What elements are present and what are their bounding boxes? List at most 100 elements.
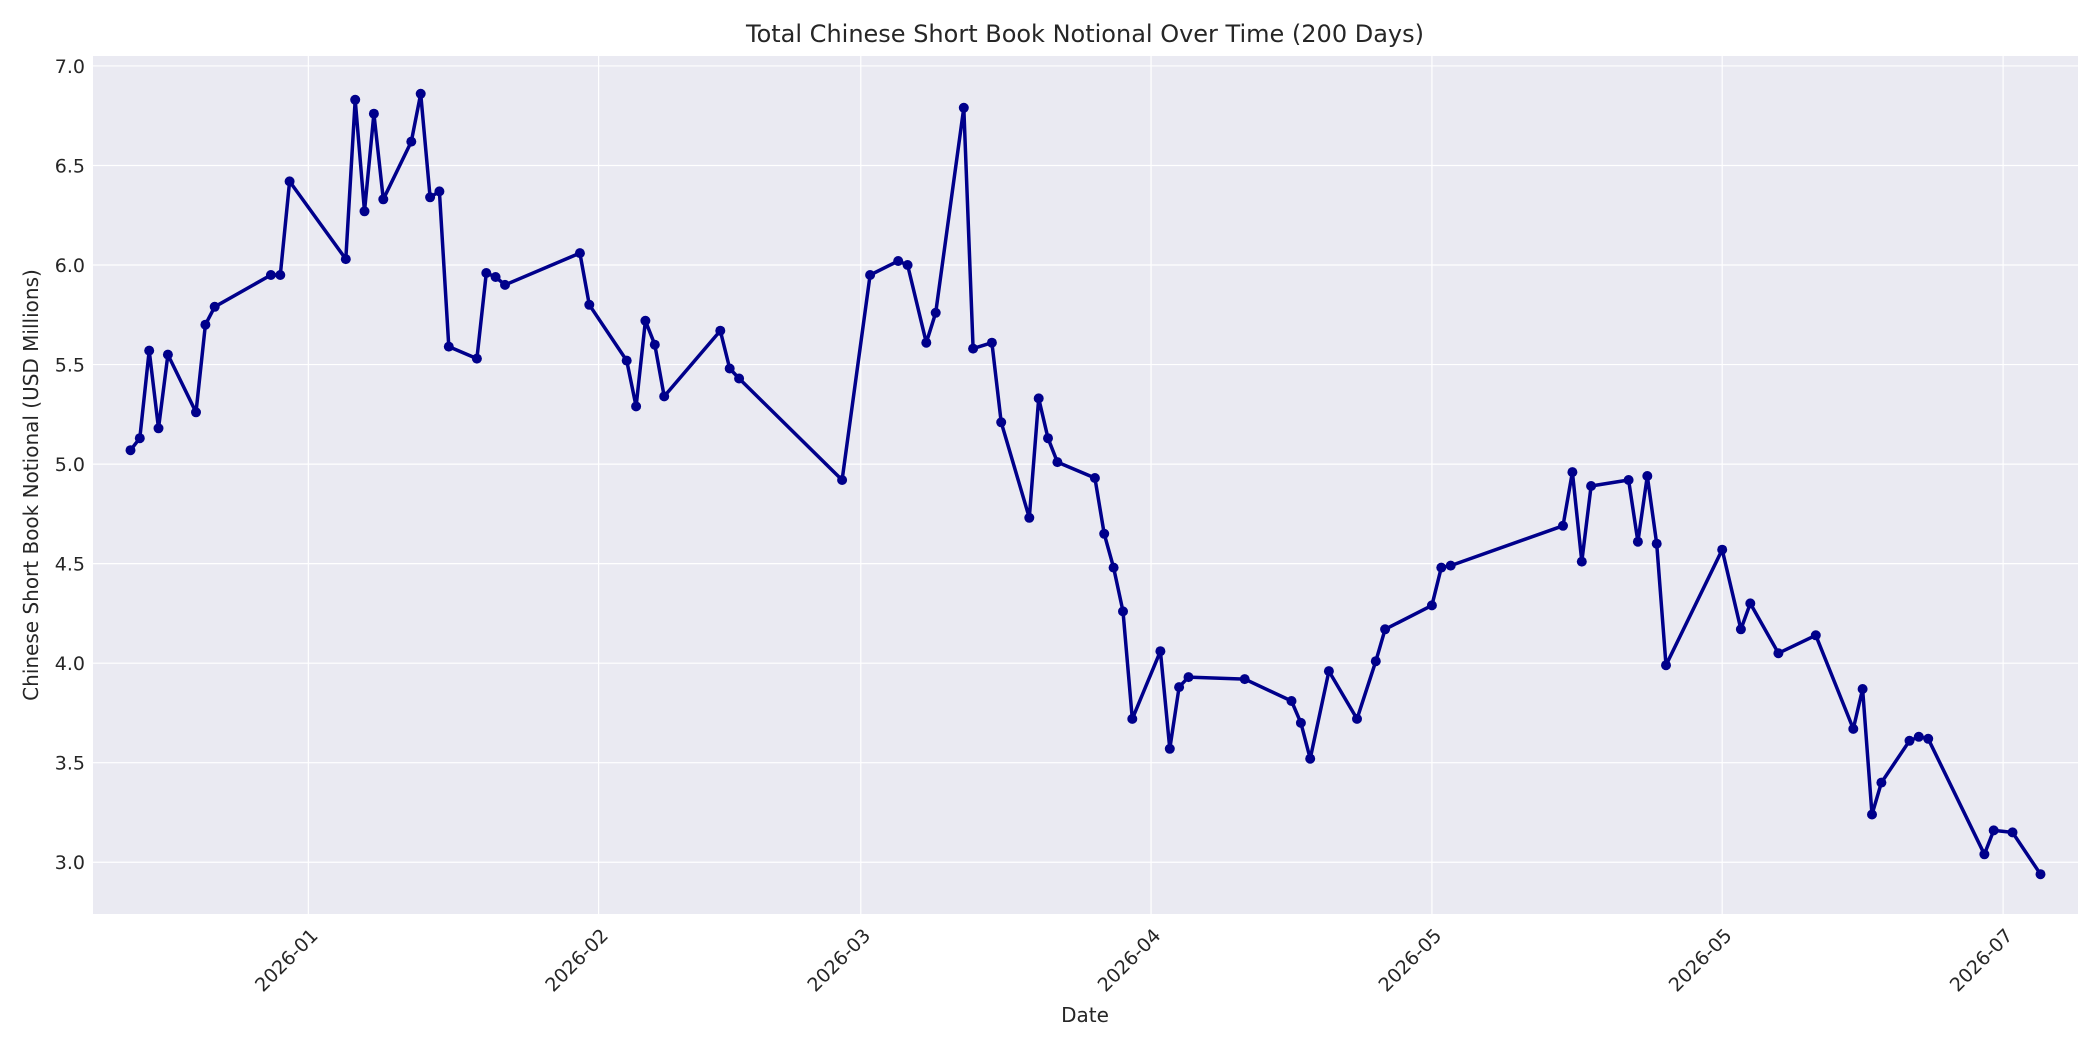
data-point — [1323, 666, 1334, 677]
data-point — [1108, 562, 1119, 573]
y-tick-label: 5.0 — [55, 454, 85, 476]
data-point — [1286, 696, 1297, 706]
data-point — [1118, 606, 1128, 617]
data-point — [1155, 646, 1166, 657]
data-point — [153, 423, 164, 434]
data-point — [1567, 467, 1578, 478]
data-point — [1651, 538, 1662, 549]
data-point — [1239, 674, 1250, 685]
y-tick-labels: 3.0 3.5 4.0 4.5 5.0 5.5 6.0 6.5 7.0 — [55, 56, 85, 874]
data-point — [368, 108, 379, 119]
data-point — [1745, 598, 1756, 609]
x-tick-label: 2026-02 — [541, 925, 613, 997]
data-point — [284, 176, 295, 187]
data-point — [1295, 717, 1306, 728]
data-point — [837, 475, 848, 485]
series-line — [129, 92, 2042, 876]
data-point — [1632, 536, 1643, 547]
x-tick-label: 2026-05 — [1665, 925, 1737, 997]
data-point — [1857, 684, 1868, 694]
data-point — [1370, 656, 1381, 667]
data-point — [265, 270, 276, 280]
data-point — [921, 337, 932, 348]
data-point — [1183, 672, 1194, 683]
data-point — [734, 373, 745, 384]
x-tick-label: 2026-01 — [251, 925, 323, 997]
y-tick-label: 6.0 — [55, 255, 85, 277]
data-point — [340, 254, 351, 265]
data-point — [1661, 660, 1671, 671]
data-point — [865, 270, 876, 280]
y-tick-label: 3.0 — [55, 852, 85, 874]
data-point — [1174, 682, 1185, 693]
data-point — [986, 337, 997, 348]
data-point-markers — [125, 88, 2046, 880]
x-tick-label: 2026-05 — [1375, 925, 1447, 997]
data-point — [359, 206, 370, 217]
data-point — [1052, 457, 1063, 468]
data-point — [144, 345, 155, 356]
data-point — [1043, 433, 1053, 444]
data-point — [1033, 393, 1044, 404]
data-point — [659, 391, 670, 402]
data-point — [1988, 825, 1999, 836]
data-point — [209, 301, 220, 312]
data-point — [1773, 648, 1784, 659]
data-point — [584, 299, 595, 310]
data-point — [1436, 562, 1447, 573]
data-point — [1426, 600, 1437, 611]
data-point — [1558, 520, 1568, 531]
data-point — [434, 186, 445, 197]
data-point — [1099, 528, 1110, 539]
data-point — [191, 407, 201, 418]
data-point — [1810, 630, 1821, 641]
data-point — [1848, 723, 1859, 734]
data-point — [1735, 624, 1746, 635]
data-point — [715, 325, 726, 336]
data-point — [481, 268, 492, 278]
data-point — [958, 102, 969, 113]
data-point — [1127, 713, 1138, 724]
data-point — [1164, 743, 1175, 754]
data-point — [406, 136, 417, 147]
y-tick-label: 4.5 — [55, 554, 85, 576]
y-tick-label: 3.5 — [55, 753, 85, 775]
data-point — [1445, 560, 1456, 571]
data-point — [500, 279, 510, 290]
data-point — [893, 256, 904, 266]
plot-area — [93, 56, 2078, 914]
y-tick-label: 6.5 — [55, 155, 85, 177]
data-point — [1876, 777, 1887, 788]
data-point — [621, 355, 632, 366]
data-point — [1913, 731, 1924, 742]
data-point — [1642, 471, 1653, 481]
data-point — [1904, 735, 1915, 746]
data-point — [2007, 827, 2018, 838]
data-point — [1623, 475, 1634, 485]
data-point — [443, 341, 454, 352]
data-point — [1089, 473, 1100, 483]
data-point — [1867, 809, 1877, 820]
data-point — [350, 94, 361, 105]
data-point — [649, 339, 660, 350]
data-point — [640, 315, 651, 326]
data-point — [1576, 556, 1587, 567]
data-point — [200, 319, 211, 330]
chart-title: Total Chinese Short Book Notional Over T… — [745, 20, 1424, 48]
data-point — [1586, 481, 1597, 491]
y-axis-label: Chinese Short Book Notional (USD Million… — [19, 269, 43, 701]
data-point — [471, 353, 482, 364]
data-point — [1380, 624, 1391, 635]
y-tick-label: 4.0 — [55, 653, 85, 675]
data-point — [490, 272, 501, 282]
data-point — [996, 417, 1007, 428]
x-tick-labels: 2026-01 2026-02 2026-03 2026-04 2026-05 2026-… — [251, 925, 2017, 997]
data-point — [125, 445, 136, 456]
y-tick-label: 5.5 — [55, 355, 85, 377]
data-point — [930, 307, 941, 318]
data-point — [968, 343, 979, 354]
data-point — [378, 194, 389, 205]
data-point — [425, 192, 436, 203]
x-tick-label: 2026-03 — [803, 925, 875, 997]
data-point — [415, 88, 426, 99]
